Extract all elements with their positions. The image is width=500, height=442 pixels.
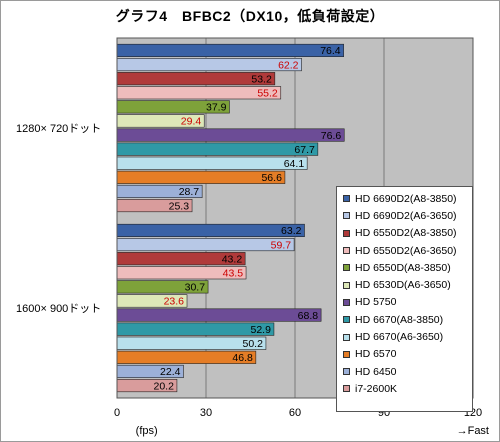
legend-label: HD 6670(A8-3850) (355, 313, 444, 326)
data-label: 30.7 (185, 282, 206, 294)
legend-swatch (343, 316, 350, 324)
data-label: 37.9 (206, 102, 227, 114)
plot-border (116, 37, 474, 399)
data-label: 53.2 (251, 73, 272, 85)
data-label: 76.4 (320, 45, 341, 57)
data-label: 29.4 (181, 116, 202, 128)
bar (116, 57, 302, 72)
legend-label: HD 6570 (355, 348, 397, 361)
legend-item: HD 6570 (343, 346, 472, 363)
legend-label: HD 6670(A6-3650) (355, 331, 444, 344)
legend-swatch (343, 195, 350, 203)
legend-swatch (343, 212, 350, 220)
data-label: 46.8 (232, 352, 253, 364)
legend-label: HD 6450 (355, 365, 397, 378)
x-tick-label: 60 (289, 407, 301, 419)
data-label: 22.4 (160, 366, 181, 378)
x-tick-label: 30 (200, 407, 212, 419)
category-label: 1280× 720ドット (16, 123, 101, 135)
data-label: 62.2 (278, 59, 299, 71)
data-label: 20.2 (153, 380, 174, 392)
bar (116, 142, 319, 156)
x-axis-label: (fps) (136, 425, 158, 437)
legend-swatch (343, 368, 350, 376)
bar (116, 86, 282, 100)
legend-swatch (343, 281, 350, 289)
data-label: 52.9 (250, 324, 271, 336)
legend-item: HD 6550D2(A8-3850) (343, 225, 472, 242)
data-label: 67.7 (294, 144, 315, 156)
data-label: 43.2 (222, 253, 243, 265)
data-label: 50.2 (242, 338, 263, 350)
legend-label: HD 5750 (355, 296, 397, 309)
legend-swatch (343, 229, 350, 237)
data-label: 23.6 (164, 296, 185, 308)
bar (116, 223, 305, 237)
legend-item: HD 5750 (343, 294, 472, 311)
legend-swatch (343, 350, 350, 358)
legend-item: HD 6550D2(A6-3650) (343, 242, 472, 259)
data-label: 68.8 (298, 310, 319, 322)
data-label: 43.5 (223, 268, 244, 280)
data-label: 64.1 (284, 158, 305, 170)
legend-swatch (343, 264, 350, 272)
legend-item: HD 6530D(A6-3650) (343, 276, 472, 293)
legend-item: HD 6450 (343, 363, 472, 380)
data-label: 28.7 (179, 186, 200, 198)
data-label: 56.6 (261, 172, 282, 184)
legend-label: HD 6550D2(A8-3850) (355, 227, 457, 240)
legend-swatch (343, 385, 350, 393)
legend-label: HD 6530D(A6-3650) (355, 279, 451, 292)
legend-label: i7-2600K (355, 382, 398, 395)
legend-swatch (343, 247, 350, 255)
bar (116, 170, 286, 184)
legend-swatch (343, 298, 350, 306)
legend-label: HD 6550D2(A6-3650) (355, 244, 457, 257)
legend-item: HD 6670(A6-3650) (343, 328, 472, 345)
bar (116, 43, 344, 58)
data-label: 59.7 (271, 239, 292, 251)
category-label: 1600× 900ドット (16, 303, 101, 315)
data-label: 63.2 (281, 225, 302, 237)
legend-label: HD 6690D2(A6-3650) (355, 209, 457, 222)
bar (116, 308, 322, 322)
legend-item: HD 6690D2(A6-3650) (343, 207, 472, 224)
legend-swatch (343, 333, 350, 341)
chart-title: グラフ4 BFBC2（DX10，低負荷設定） (115, 8, 385, 24)
x-direction-note: →Fast (457, 425, 489, 437)
data-label: 76.6 (321, 130, 342, 142)
legend-label: HD 6550D(A8-3850) (355, 261, 451, 274)
bar (116, 156, 308, 170)
legend-item: i7-2600K (343, 380, 472, 397)
legend-item: HD 6550D(A8-3850) (343, 259, 472, 276)
bar (116, 128, 345, 142)
legend-item: HD 6690D2(A8-3850) (343, 190, 472, 207)
bar (116, 238, 295, 252)
legend-item: HD 6670(A8-3850) (343, 311, 472, 328)
data-label: 25.3 (169, 200, 190, 212)
legend-label: HD 6690D2(A8-3850) (355, 192, 457, 205)
data-label: 55.2 (257, 88, 278, 100)
chart-legend: HD 6690D2(A8-3850) HD 6690D2(A6-3650) HD 6… (336, 186, 473, 412)
x-tick-label: 0 (114, 407, 120, 419)
